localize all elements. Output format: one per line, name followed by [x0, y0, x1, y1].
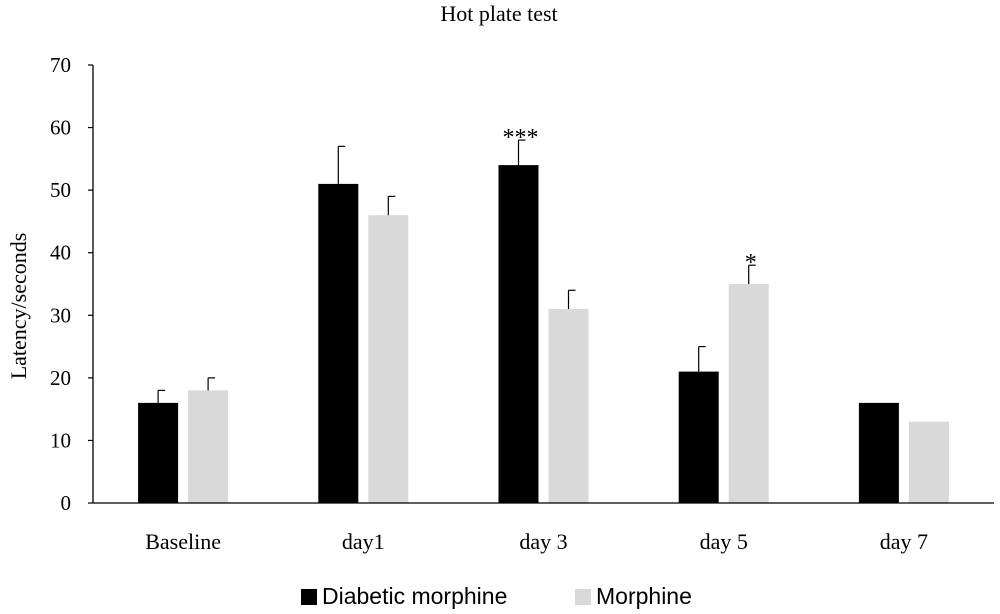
chart-title: Hot plate test — [440, 1, 557, 26]
significance-label: * — [745, 250, 757, 276]
y-tick-label: 50 — [50, 178, 71, 202]
bar — [138, 402, 179, 503]
x-tick-label: day 3 — [519, 529, 567, 554]
legend-item-diabetic-morphine: Diabetic morphine — [301, 583, 507, 610]
y-axis: 0 10 20 30 40 50 60 70 — [50, 53, 93, 515]
bar — [728, 284, 769, 503]
legend-item-morphine: Morphine — [575, 583, 692, 610]
bars-group: **** — [138, 125, 949, 503]
y-tick-label: 0 — [61, 491, 72, 515]
bar — [368, 215, 409, 503]
legend-swatch-diabetic-morphine — [301, 588, 317, 605]
bar — [548, 309, 589, 503]
bar — [858, 402, 899, 503]
y-tick-label: 60 — [50, 116, 71, 140]
bar-chart: Hot plate test Latency/seconds 0 10 20 30 40… — [6, 1, 994, 554]
x-tick-label: day 7 — [880, 529, 928, 554]
legend-label-diabetic-morphine: Diabetic morphine — [322, 583, 508, 609]
legend-label-morphine: Morphine — [596, 583, 692, 609]
y-tick-label: 70 — [50, 53, 71, 77]
legend: Diabetic morphine Morphine — [0, 583, 1000, 613]
x-tick-label: day 5 — [700, 529, 748, 554]
x-tick-label: Baseline — [145, 529, 221, 554]
bar — [498, 165, 539, 503]
bar — [318, 183, 359, 503]
bar — [188, 390, 229, 503]
bar — [678, 371, 719, 503]
y-tick-label: 10 — [50, 428, 71, 452]
y-axis-label: Latency/seconds — [6, 233, 31, 380]
legend-swatch-morphine — [575, 588, 591, 605]
significance-label: *** — [503, 125, 539, 151]
y-tick-label: 30 — [50, 303, 71, 327]
y-tick-label: 40 — [50, 241, 71, 265]
x-tick-label: day1 — [342, 529, 385, 554]
bar — [908, 421, 949, 503]
y-tick-label: 20 — [50, 366, 71, 390]
x-axis: Baseline day1 day 3 day 5 day 7 — [145, 529, 928, 554]
